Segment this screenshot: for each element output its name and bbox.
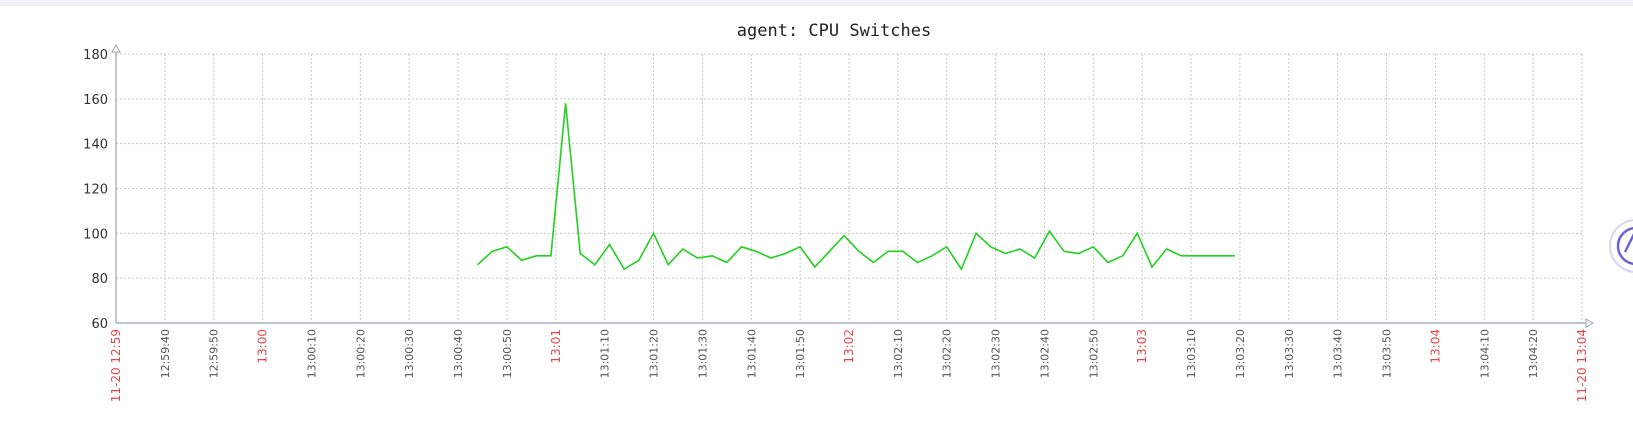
x-tick-label: 11-20 13:04: [1575, 329, 1589, 402]
arrow-up-icon: [1623, 233, 1633, 253]
x-tick-label: 13:03: [1135, 329, 1149, 364]
scroll-button-ring: [1609, 219, 1633, 273]
x-tick-label: 13:03:10: [1185, 329, 1198, 378]
x-tick-label: 13:01:10: [599, 329, 612, 378]
y-tick-label: 140: [83, 138, 108, 153]
chart-panel: agent: CPU Switches 60 80 100 120 140 160 180 …: [0, 6, 1633, 427]
y-tick-label: 120: [83, 183, 108, 198]
cpu-switches-chart: agent: CPU Switches 6080100120140160180 …: [83, 21, 1595, 402]
x-tick-label: 13:03:40: [1332, 329, 1345, 378]
x-tick-label: 13:02:30: [990, 329, 1003, 378]
axes: [111, 43, 1595, 328]
x-tick-label: 13:01:30: [696, 329, 709, 378]
x-tick-label: 13:02:40: [1038, 329, 1051, 378]
y-tick-label: 160: [83, 93, 108, 108]
x-tick-label: 13:04:20: [1527, 329, 1540, 378]
y-tick-label: 60: [91, 317, 108, 332]
scroll-to-top-icon: [1616, 226, 1633, 266]
x-tick-label: 11-20 12:59: [109, 329, 123, 402]
x-tick-label: 12:59:40: [159, 329, 172, 378]
x-tick-label: 13:01: [549, 329, 563, 364]
x-tick-label: 13:03:30: [1283, 329, 1296, 378]
x-tick-label: 13:00:10: [305, 329, 318, 378]
x-axis-arrow: [1585, 318, 1595, 328]
x-tick-label: 13:03:20: [1234, 329, 1247, 378]
x-tick-label: 13:00:50: [501, 329, 514, 378]
chart-title: agent: CPU Switches: [737, 21, 931, 41]
x-tick-label: 13:04: [1428, 329, 1442, 364]
x-tick-label: 13:02: [842, 329, 856, 364]
y-axis-arrow: [111, 43, 121, 53]
x-tick-label: 13:00: [256, 329, 270, 364]
x-tick-label: 12:59:50: [208, 329, 221, 378]
x-tick-label: 13:04:10: [1478, 329, 1491, 378]
x-tick-label: 13:01:20: [648, 329, 661, 378]
x-axis-ticks: 11-20 12:59 12:59:40 12:59:50 13:00 13:00:10…: [109, 329, 1589, 402]
x-tick-label: 13:01:50: [794, 329, 807, 378]
grid: [116, 53, 1583, 323]
series-line: [477, 103, 1235, 271]
y-tick-label: 80: [91, 272, 108, 287]
y-tick-label: 180: [83, 48, 108, 63]
series-layer: [477, 103, 1236, 271]
scroll-to-top-button[interactable]: [1600, 216, 1633, 276]
x-tick-label: 13:00:20: [354, 329, 367, 378]
y-tick-label: 100: [83, 227, 108, 242]
x-tick-label: 13:01:40: [745, 329, 758, 378]
x-tick-label: 13:02:50: [1087, 329, 1100, 378]
x-tick-label: 13:02:10: [892, 329, 905, 378]
y-axis-ticks: 60 80 100 120 140 160 180: [83, 48, 108, 332]
x-tick-label: 13:02:20: [941, 329, 954, 378]
x-tick-label: 13:00:40: [452, 329, 465, 378]
x-tick-label: 13:03:50: [1381, 329, 1394, 378]
x-tick-label: 13:00:30: [403, 329, 416, 378]
